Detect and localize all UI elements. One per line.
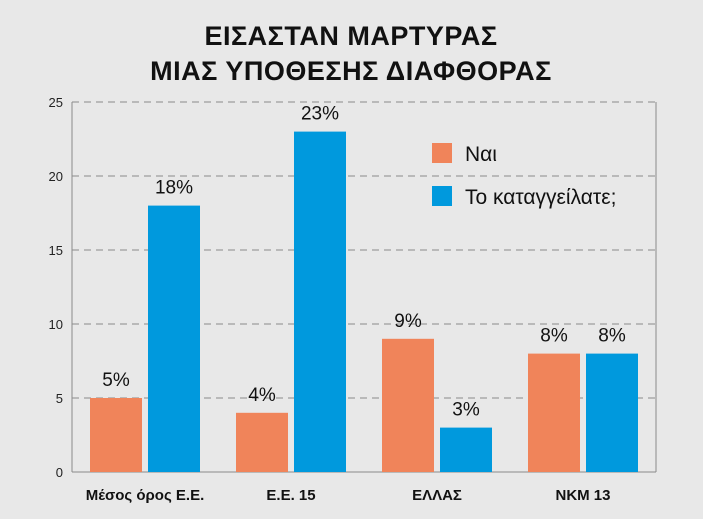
data-label: 23% — [301, 104, 339, 125]
bar-nai — [90, 398, 142, 472]
bar-kataggeilate — [148, 205, 200, 472]
category-label: Μέσος όρος Ε.Ε. — [86, 487, 205, 504]
data-label: 9% — [394, 311, 422, 332]
data-label: 8% — [598, 326, 626, 347]
y-tick-label: 10 — [49, 317, 63, 332]
x-axis-categories: Μέσος όρος Ε.Ε. Ε.Ε. 15 ΕΛΛΑΣ ΝΚΜ 13 — [86, 487, 611, 504]
y-tick-label: 20 — [49, 169, 63, 184]
legend-swatch-kataggeilate — [432, 186, 452, 206]
category-label: ΕΛΛΑΣ — [412, 487, 462, 504]
bar-nai — [528, 353, 580, 472]
y-tick-label: 15 — [49, 243, 63, 258]
bar-nai — [236, 412, 288, 472]
data-label: 4% — [248, 385, 276, 406]
chart-title-line-2: ΜΙΑΣ ΥΠΟΘΕΣΗΣ ΔΙΑΦΘΟΡΑΣ — [150, 56, 552, 86]
bar-nai — [382, 338, 434, 472]
bars — [90, 131, 638, 472]
bar-kataggeilate — [440, 427, 492, 472]
y-tick-label: 5 — [56, 391, 63, 406]
chart-title-line-1: ΕΙΣΑΣΤΑΝ ΜΑΡΤΥΡΑΣ — [204, 21, 497, 51]
bar-kataggeilate — [294, 131, 346, 472]
category-label: Ε.Ε. 15 — [266, 487, 315, 504]
legend-label-nai: Ναι — [465, 143, 497, 166]
data-label: 18% — [155, 178, 193, 199]
bar-kataggeilate — [586, 353, 638, 472]
data-label: 8% — [540, 326, 568, 347]
data-labels: 5% 18% 4% 23% 9% 3% 8% 8% — [102, 104, 626, 421]
data-label: 3% — [452, 400, 480, 421]
legend: Ναι Το καταγγείλατε; — [432, 143, 616, 209]
y-axis-ticks: 0 5 10 15 20 25 — [49, 95, 63, 480]
legend-label-kataggeilate: Το καταγγείλατε; — [465, 186, 616, 209]
y-tick-label: 25 — [49, 95, 63, 110]
legend-swatch-nai — [432, 143, 452, 163]
category-label: ΝΚΜ 13 — [555, 487, 610, 504]
data-label: 5% — [102, 370, 130, 391]
y-tick-label: 0 — [56, 465, 63, 480]
